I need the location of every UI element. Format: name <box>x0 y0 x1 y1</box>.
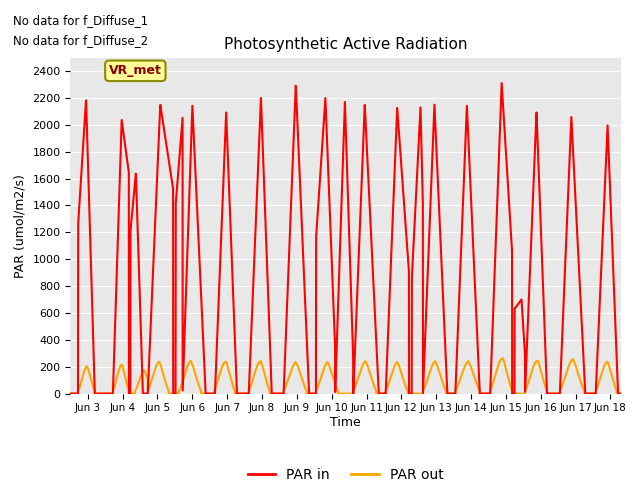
Text: VR_met: VR_met <box>109 64 162 77</box>
Legend: PAR in, PAR out: PAR in, PAR out <box>242 462 449 480</box>
Text: No data for f_Diffuse_1: No data for f_Diffuse_1 <box>13 14 148 27</box>
Text: No data for f_Diffuse_2: No data for f_Diffuse_2 <box>13 34 148 47</box>
Title: Photosynthetic Active Radiation: Photosynthetic Active Radiation <box>224 37 467 52</box>
Y-axis label: PAR (umol/m2/s): PAR (umol/m2/s) <box>14 174 27 277</box>
X-axis label: Time: Time <box>330 416 361 429</box>
